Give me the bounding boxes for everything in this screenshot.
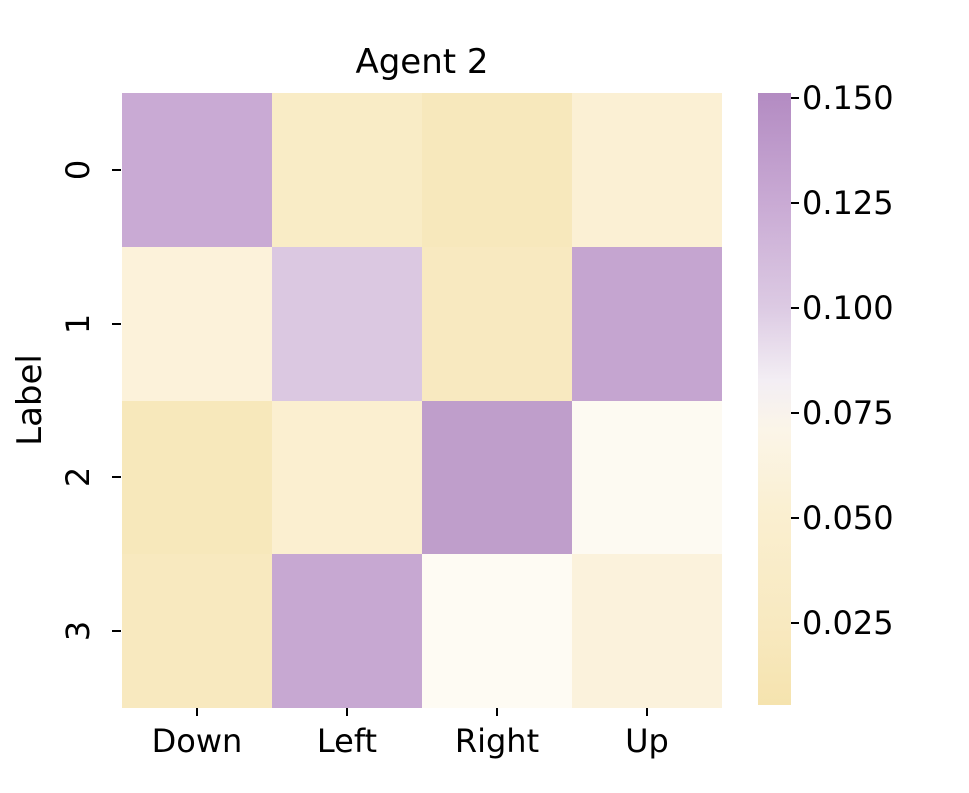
colorbar-tick-mark xyxy=(791,307,799,310)
colorbar-tick-mark xyxy=(791,517,799,520)
heatmap-cell xyxy=(122,554,272,708)
colorbar-tick-label: 0.075 xyxy=(802,394,894,433)
y-tick-mark xyxy=(112,168,121,171)
colorbar-tick-label: 0.025 xyxy=(802,604,894,643)
colorbar-tick-label: 0.050 xyxy=(802,499,894,538)
x-tick-label: Down xyxy=(151,722,243,760)
heatmap-cell xyxy=(272,400,422,555)
x-tick-mark xyxy=(496,708,498,716)
heatmap-cell xyxy=(122,93,272,247)
heatmap-cell xyxy=(272,246,422,401)
x-tick-mark xyxy=(646,708,648,716)
y-tick-label: 1 xyxy=(59,313,97,334)
chart-title: Agent 2 xyxy=(355,42,489,82)
y-tick-label: 0 xyxy=(59,159,97,181)
x-tick-label: Left xyxy=(316,722,378,760)
heatmap-cell xyxy=(422,554,572,708)
heatmap-cell xyxy=(572,400,722,555)
heatmap-cell xyxy=(422,246,572,401)
colorbar-tick-mark xyxy=(791,97,799,100)
y-tick-mark xyxy=(112,630,121,633)
heatmap-cell xyxy=(122,400,272,555)
heatmap-cell xyxy=(572,246,722,401)
colorbar-tick-label: 0.125 xyxy=(802,184,894,223)
y-tick-label: 2 xyxy=(59,467,97,488)
x-tick-label: Up xyxy=(625,722,669,760)
colorbar xyxy=(758,93,791,705)
heatmap-cell xyxy=(422,93,572,247)
y-tick-mark xyxy=(112,476,121,479)
colorbar-tick-mark xyxy=(791,412,799,415)
y-axis-label: Label xyxy=(10,354,50,446)
heatmap-cell xyxy=(272,554,422,708)
colorbar-tick-mark xyxy=(791,202,799,205)
y-tick-mark xyxy=(112,322,121,325)
heatmap-cell xyxy=(272,93,422,247)
colorbar-tick-label: 0.100 xyxy=(802,289,894,328)
x-tick-label: Right xyxy=(454,722,540,760)
heatmap-grid xyxy=(122,93,722,708)
colorbar-tick-label: 0.150 xyxy=(802,79,894,118)
x-tick-mark xyxy=(346,708,348,716)
x-tick-mark xyxy=(196,708,198,716)
y-tick-label: 3 xyxy=(59,620,97,642)
heatmap-cell xyxy=(572,554,722,708)
heatmap-cell xyxy=(572,93,722,247)
colorbar-tick-mark xyxy=(791,622,799,625)
heatmap-cell xyxy=(422,400,572,555)
heatmap-cell xyxy=(122,246,272,401)
